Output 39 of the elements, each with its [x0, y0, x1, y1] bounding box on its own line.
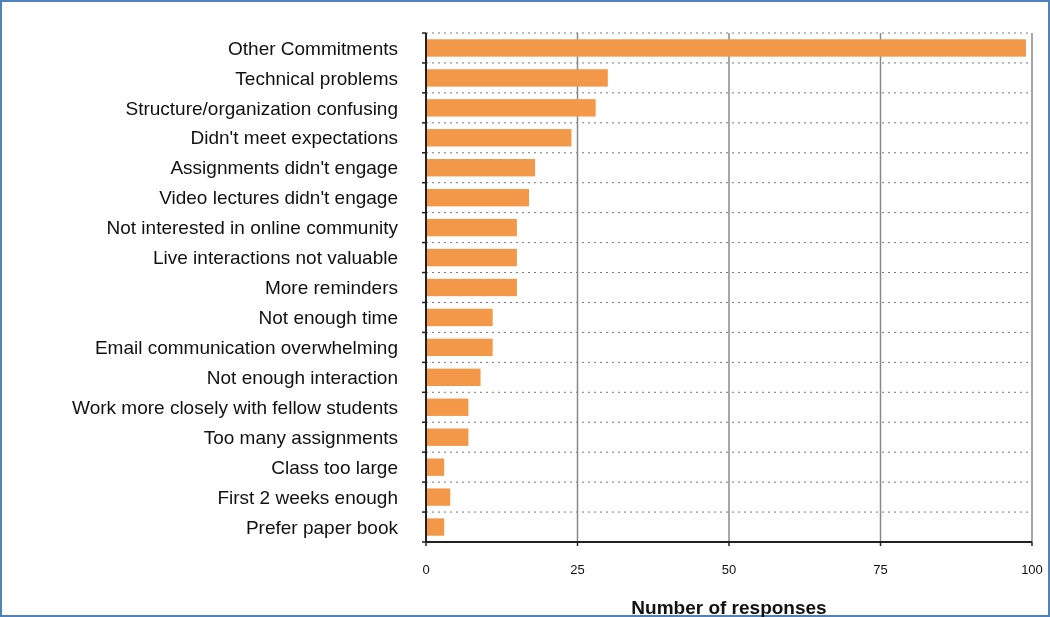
x-tick-label: 25 [570, 562, 585, 577]
y-tick-label: Video lectures didn't engage [159, 187, 398, 209]
bar [426, 278, 517, 297]
y-tick-label: More reminders [264, 277, 398, 299]
bar [426, 368, 481, 387]
y-tick-label: Class too large [271, 456, 398, 478]
bar [426, 338, 493, 357]
y-tick-label: Not interested in online community [106, 217, 399, 239]
bar [426, 248, 517, 267]
bar [426, 218, 517, 237]
bar [426, 518, 445, 536]
y-tick-label: Structure/organization confusing [125, 97, 398, 119]
bar [426, 39, 1026, 57]
y-tick-label: Prefer paper book [245, 516, 399, 538]
x-tick-label: 0 [422, 562, 430, 577]
y-tick-label: Email communication overwhelming [94, 337, 398, 359]
x-tick-label: 100 [1021, 562, 1043, 577]
bar [426, 159, 536, 177]
y-tick-label: Didn't meet expectations [190, 127, 398, 149]
y-tick-label: Technical problems [235, 67, 398, 89]
y-tick-label: First 2 weeks enough [217, 486, 398, 508]
bar [426, 308, 493, 327]
y-tick-label: Not enough interaction [206, 366, 398, 388]
bar [426, 69, 608, 87]
bar [426, 488, 451, 506]
bar [426, 188, 530, 207]
y-tick-label: Not enough time [258, 307, 398, 329]
bar [426, 458, 445, 476]
bar [426, 398, 469, 416]
y-tick-label: Assignments didn't engage [170, 157, 398, 179]
y-tick-label: Work more closely with fellow students [72, 396, 398, 418]
x-tick-label: 75 [873, 562, 888, 577]
bar [426, 129, 572, 147]
x-tick-label: 50 [721, 562, 737, 577]
y-tick-label: Too many assignments [203, 426, 398, 448]
bar [426, 428, 469, 446]
y-tick-label: Other Commitments [228, 37, 398, 59]
bar [426, 99, 596, 117]
y-tick-label: Live interactions not valuable [152, 247, 398, 269]
